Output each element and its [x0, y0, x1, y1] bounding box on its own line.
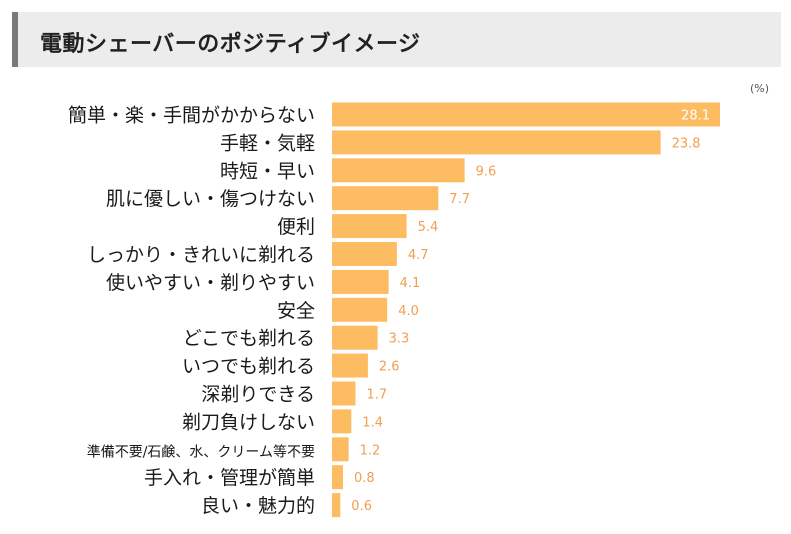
bar — [332, 297, 388, 322]
category-label: 肌に優しい・傷つけない — [106, 188, 315, 210]
bar — [332, 325, 378, 350]
bar — [332, 242, 397, 266]
bar — [332, 269, 389, 294]
category-label: 簡単・楽・手間がかからない — [68, 105, 315, 127]
bar — [332, 465, 343, 490]
bar — [332, 493, 341, 518]
chart-title-bar: 電動シェーバーのポジティブイメージ — [12, 12, 781, 67]
value-label: 4.7 — [408, 248, 429, 263]
bar — [332, 353, 368, 378]
category-label: 使いやすい・剃りやすい — [106, 272, 315, 294]
category-label: 手軽・気軽 — [220, 132, 315, 154]
category-label: どこでも剃れる — [183, 328, 315, 350]
unit-label: (%) — [749, 82, 769, 95]
bar — [332, 437, 349, 462]
category-label: いつでも剃れる — [182, 356, 315, 378]
category-label: 深剃りできる — [201, 384, 315, 406]
value-label: 23.8 — [672, 136, 701, 151]
value-label: 28.1 — [681, 109, 710, 124]
category-label: 安全 — [277, 300, 315, 322]
category-label: 便利 — [277, 216, 315, 238]
bar — [332, 130, 661, 155]
value-label: 4.0 — [398, 304, 419, 319]
value-label: 0.6 — [351, 499, 372, 514]
value-label: 4.1 — [400, 276, 421, 291]
category-label: 手入れ・管理が簡単 — [144, 467, 315, 489]
value-label: 0.8 — [354, 471, 375, 486]
category-label: 時短・早い — [220, 160, 315, 182]
category-label: しっかり・きれいに剃れる — [87, 244, 315, 266]
value-label: 5.4 — [418, 220, 439, 235]
category-label: 準備不要/石鹸、水、クリーム等不要 — [87, 443, 315, 460]
value-label: 1.7 — [367, 388, 388, 403]
value-label: 1.2 — [360, 443, 381, 458]
chart-title: 電動シェーバーのポジティブイメージ — [40, 32, 421, 57]
bar — [332, 102, 720, 127]
value-label: 1.4 — [362, 415, 383, 430]
category-label: 剃刀負けしない — [182, 411, 315, 433]
bar — [332, 186, 439, 211]
bar — [332, 158, 465, 183]
value-label: 9.6 — [476, 164, 497, 179]
bar — [332, 409, 352, 434]
value-label: 2.6 — [379, 360, 400, 375]
bar — [332, 381, 356, 406]
value-label: 7.7 — [449, 192, 470, 207]
category-label: 良い・魅力的 — [201, 495, 315, 517]
value-label: 3.3 — [389, 332, 410, 347]
bar — [332, 214, 407, 239]
